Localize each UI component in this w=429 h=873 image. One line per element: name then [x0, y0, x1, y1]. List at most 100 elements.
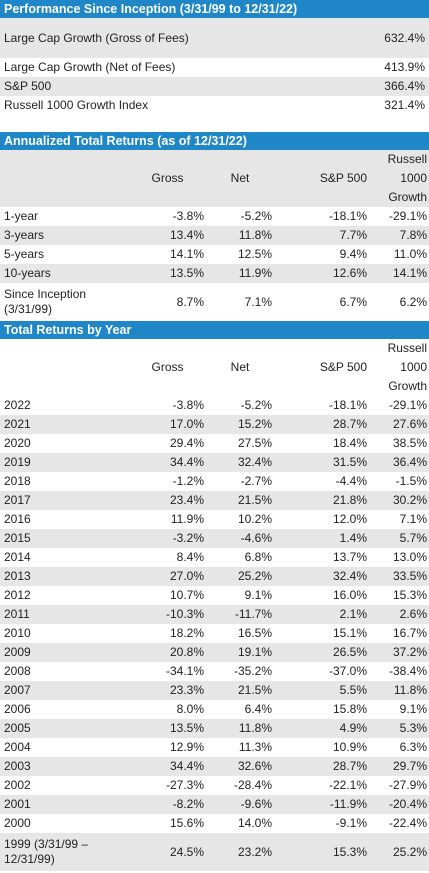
- cell-gross: 15.6%: [169, 816, 204, 830]
- by-year-header: Total Returns by Year: [0, 321, 429, 339]
- table-row: 2020 29.4% 27.5% 18.4% 38.5%: [0, 434, 429, 453]
- cell-net: 11.9%: [238, 266, 272, 280]
- annualized-header: Annualized Total Returns (as of 12/31/22…: [0, 132, 429, 150]
- row-label: 1999 (3/31/99 – 12/31/99): [4, 837, 89, 866]
- cell-sp500: -9.1%: [335, 816, 367, 830]
- row-label: Large Cap Growth (Net of Fees): [4, 60, 176, 74]
- col-net-header: Net: [230, 171, 250, 185]
- cell-sp500: -11.9%: [329, 797, 367, 811]
- empty-header-cell: [0, 150, 129, 207]
- cell-russell: -38.4%: [388, 664, 427, 678]
- table-row: 2005 13.5% 11.8% 4.9% 5.3%: [0, 719, 429, 738]
- cell-sp500: 4.9%: [339, 721, 367, 735]
- table-row: 1999 (3/31/99 – 12/31/99) 24.5% 23.2% 15.3%…: [0, 833, 429, 871]
- table-row: 2018 -1.2% -2.7% -4.4% -1.5%: [0, 472, 429, 491]
- row-label: Since Inception (3/31/99): [4, 287, 87, 316]
- row-label: Russell 1000 Growth Index: [4, 98, 149, 112]
- performance-header: Performance Since Inception (3/31/99 to …: [0, 0, 429, 18]
- cell-sp500: 16.0%: [332, 588, 367, 602]
- table-row: Since Inception (3/31/99) 8.7% 7.1% 6.7% 6.2…: [0, 283, 429, 321]
- table-row: 2001 -8.2% -9.6% -11.9% -20.4%: [0, 795, 429, 814]
- cell-sp500: 21.8%: [332, 493, 367, 507]
- cell-gross: 34.4%: [169, 455, 204, 469]
- row-label: 2022: [4, 398, 31, 412]
- cell-net: 27.5%: [237, 436, 272, 450]
- cell-sp500: 10.9%: [332, 740, 367, 754]
- cell-net: 21.5%: [237, 493, 272, 507]
- row-label: 2009: [4, 645, 31, 659]
- table-row: 2006 8.0% 6.4% 15.8% 9.1%: [0, 700, 429, 719]
- table-row: 2019 34.4% 32.4% 31.5% 36.4%: [0, 453, 429, 472]
- cell-russell: 25.2%: [392, 844, 427, 859]
- table-row: 1-year -3.8% -5.2% -18.1% -29.1%: [0, 207, 429, 226]
- cell-russell: 37.2%: [392, 645, 427, 659]
- cell-gross: 12.9%: [169, 740, 204, 754]
- cell-gross: -27.3%: [165, 778, 204, 792]
- cell-russell: -1.5%: [395, 474, 427, 488]
- table-row: Large Cap Growth (Gross of Fees) 632.4%: [0, 18, 429, 58]
- row-label: 2018: [4, 474, 31, 488]
- cell-net: 12.5%: [237, 247, 272, 261]
- section-gap: [0, 115, 429, 132]
- col-net-header: Net: [230, 360, 250, 374]
- cell-gross: 29.4%: [169, 436, 204, 450]
- cell-net: 6.4%: [244, 702, 272, 716]
- table-row: 2002 -27.3% -28.4% -22.1% -27.9%: [0, 776, 429, 795]
- cell-net: 14.0%: [237, 816, 272, 830]
- row-value: 413.9%: [384, 60, 425, 74]
- table-row: 2021 17.0% 15.2% 28.7% 27.6%: [0, 415, 429, 434]
- col-gross-header: Gross: [151, 360, 184, 374]
- cell-gross: 14.1%: [169, 247, 204, 261]
- russell-header-line: Russell: [387, 341, 427, 355]
- row-label: 1-year: [4, 209, 39, 223]
- cell-russell: 27.6%: [392, 417, 427, 431]
- cell-russell: 7.8%: [399, 228, 427, 242]
- cell-net: 7.1%: [244, 294, 272, 309]
- cell-gross: 8.7%: [176, 294, 204, 309]
- cell-russell: 38.5%: [392, 436, 427, 450]
- cell-gross: 18.2%: [169, 626, 204, 640]
- row-label: Large Cap Growth (Gross of Fees): [4, 31, 189, 45]
- cell-gross: 24.5%: [169, 844, 204, 859]
- cell-sp500: 6.7%: [339, 294, 367, 309]
- cell-net: -5.2%: [240, 398, 272, 412]
- row-label: 2014: [4, 550, 31, 564]
- cell-sp500: 28.7%: [332, 759, 367, 773]
- table-row: 2017 23.4% 21.5% 21.8% 30.2%: [0, 491, 429, 510]
- cell-russell: -22.4%: [388, 816, 427, 830]
- table-row: 5-years 14.1% 12.5% 9.4% 11.0%: [0, 245, 429, 264]
- russell-header-line: Growth: [388, 190, 427, 204]
- cell-sp500: 18.4%: [332, 436, 367, 450]
- cell-net: -2.7%: [240, 474, 272, 488]
- cell-net: 16.5%: [237, 626, 272, 640]
- row-label: 2005: [4, 721, 31, 735]
- col-sp500-header: S&P 500: [319, 360, 367, 374]
- cell-net: -4.6%: [240, 531, 272, 545]
- row-label: 5-years: [4, 247, 45, 261]
- cell-gross: 13.4%: [169, 228, 204, 242]
- empty-header-cell: [0, 339, 129, 396]
- cell-russell: -20.4%: [388, 797, 427, 811]
- cell-russell: 11.0%: [393, 247, 427, 261]
- row-label: 2013: [4, 569, 31, 583]
- annualized-section: Annualized Total Returns (as of 12/31/22…: [0, 132, 429, 321]
- column-header-row: Gross Net S&P 500 Russell 1000 Growth: [0, 339, 429, 396]
- cell-sp500: 15.8%: [332, 702, 367, 716]
- russell-header-line: Russell: [387, 152, 427, 166]
- cell-russell: 9.1%: [399, 702, 427, 716]
- cell-sp500: 5.5%: [339, 683, 367, 697]
- cell-net: -5.2%: [240, 209, 272, 223]
- performance-table: Large Cap Growth (Gross of Fees) 632.4% …: [0, 18, 429, 115]
- table-row: Russell 1000 Growth Index 321.4%: [0, 96, 429, 115]
- table-row: 2014 8.4% 6.8% 13.7% 13.0%: [0, 548, 429, 567]
- cell-net: 32.4%: [237, 455, 272, 469]
- table-row: 2000 15.6% 14.0% -9.1% -22.4%: [0, 814, 429, 833]
- cell-sp500: 31.5%: [332, 455, 367, 469]
- cell-gross: 10.7%: [169, 588, 204, 602]
- row-label: 2011: [4, 607, 30, 621]
- table-row: 2022 -3.8% -5.2% -18.1% -29.1%: [0, 396, 429, 415]
- cell-gross: -3.8%: [172, 209, 204, 223]
- cell-russell: 5.7%: [399, 531, 427, 545]
- russell-header-line: 1000: [400, 171, 427, 185]
- cell-russell: -29.1%: [388, 209, 427, 223]
